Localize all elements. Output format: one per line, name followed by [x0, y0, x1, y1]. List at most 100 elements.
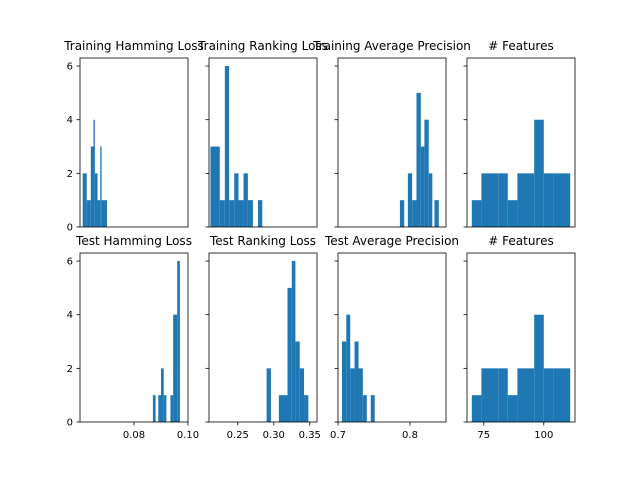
histogram-panel-test-num-features: 75 100 # Features: [463, 234, 576, 441]
histogram-panel-test-average-precision: 0.7 0.8 Test Average Precision: [324, 234, 459, 441]
axes-frame: [337, 252, 447, 423]
histogram-bar: [507, 395, 518, 422]
histogram-bar: [424, 119, 429, 227]
histogram-bar: [498, 368, 508, 422]
histogram-bar: [93, 119, 95, 227]
histogram-bar: [158, 395, 161, 422]
x-tick-label: 100: [534, 430, 553, 441]
y-tick-label: 2: [67, 169, 73, 180]
histogram-bar: [471, 200, 482, 227]
histogram-bar: [527, 368, 535, 422]
x-tick-label: 0.30: [263, 430, 285, 441]
histogram-bar: [161, 368, 164, 422]
histogram-bar: [257, 200, 263, 227]
panel-title: Test Average Precision: [324, 234, 459, 248]
x-tick-label: 0.8: [402, 430, 418, 441]
x-tick-label: 0.25: [227, 430, 249, 441]
histogram-panel-training-ranking-loss: Training Ranking Loss: [197, 39, 328, 228]
panel-title: Training Ranking Loss: [197, 39, 328, 53]
histogram-bar: [507, 200, 518, 227]
histogram-bar: [278, 395, 288, 422]
x-tick-label: 0.08: [123, 430, 145, 441]
histogram-bar: [94, 173, 98, 227]
histogram-bar: [553, 368, 563, 422]
histogram-panel-test-hamming-loss: 0 2 4 6 0.08 0.10 Test Hamming Loss: [67, 234, 200, 441]
histogram-bar: [101, 200, 107, 227]
histogram-bar: [234, 173, 239, 227]
histogram-panel-training-hamming-loss: 0 2 4 6 Training Hamming Loss: [63, 39, 204, 234]
histogram-bar: [219, 200, 225, 227]
panel-title: Training Hamming Loss: [63, 39, 204, 53]
axes-frame: [337, 57, 447, 228]
histogram-bar: [534, 119, 544, 227]
histogram-bar: [210, 146, 220, 227]
histogram-bar: [563, 368, 571, 422]
histogram-bar: [399, 200, 405, 227]
histogram-bar: [90, 146, 94, 227]
histogram-bar: [291, 261, 296, 422]
histogram-bar: [247, 200, 253, 227]
histogram-bar: [563, 173, 571, 227]
histogram-bar: [170, 395, 174, 422]
histogram-panel-training-num-features: # Features: [463, 39, 576, 228]
histogram-bar: [177, 261, 180, 422]
panel-title: # Features: [488, 39, 553, 53]
axes-frame: [79, 57, 189, 228]
histogram-bar: [354, 341, 359, 422]
histogram-bar: [420, 146, 425, 227]
y-tick-label: 4: [67, 310, 73, 321]
histogram-bar: [224, 66, 230, 227]
histogram-bar: [416, 92, 421, 228]
histogram-bar: [100, 146, 102, 227]
y-tick-label: 4: [67, 115, 73, 126]
histogram-bar: [163, 395, 167, 422]
histogram-panel-training-average-precision: Training Average Precision: [312, 39, 471, 228]
axes-frame: [208, 252, 318, 423]
histogram-bar: [243, 173, 248, 227]
histogram-bar: [517, 368, 527, 422]
histogram-bar: [543, 368, 554, 422]
histogram-bar: [238, 200, 244, 227]
histogram-bar: [534, 314, 544, 422]
histogram-bar: [407, 173, 413, 227]
histogram-bar: [295, 341, 300, 422]
histogram-bar: [481, 173, 491, 227]
histogram-bar: [86, 200, 91, 227]
x-tick-label: 0.10: [177, 430, 199, 441]
y-tick-label: 0: [67, 223, 73, 234]
histogram-bar: [491, 368, 499, 422]
y-tick-label: 2: [67, 364, 73, 375]
panel-title: Test Hamming Loss: [75, 234, 192, 248]
y-tick-label: 0: [67, 418, 73, 429]
histogram-bar: [412, 200, 417, 227]
histogram-bar: [341, 341, 347, 422]
histogram-bar: [346, 314, 351, 422]
histogram-bar: [358, 368, 363, 422]
y-tick-label: 6: [67, 257, 73, 268]
histogram-bar: [370, 395, 375, 422]
histogram-bar: [553, 173, 563, 227]
x-tick-label: 0.35: [299, 430, 321, 441]
histogram-bar: [304, 395, 309, 422]
panel-title: # Features: [488, 234, 553, 248]
histogram-bar: [152, 395, 156, 422]
axes-frame: [208, 57, 318, 228]
panel-title: Training Average Precision: [312, 39, 471, 53]
histogram-panel-test-ranking-loss: 0.25 0.30 0.35 Test Ranking Loss: [205, 234, 321, 441]
histogram-bar: [428, 173, 433, 227]
axes-frame: [466, 252, 576, 423]
histogram-bar: [491, 173, 499, 227]
histogram-bar: [266, 368, 271, 422]
histogram-bar: [362, 395, 367, 422]
histogram-bar: [434, 200, 439, 227]
histogram-bar: [173, 314, 178, 422]
histogram-bar: [97, 200, 101, 227]
histogram-bar: [481, 368, 491, 422]
histogram-bar: [287, 287, 292, 422]
histogram-bar: [543, 173, 554, 227]
histogram-bar: [299, 368, 305, 422]
histogram-bar: [471, 395, 482, 422]
histogram-bar: [527, 173, 535, 227]
x-tick-label: 75: [477, 430, 490, 441]
